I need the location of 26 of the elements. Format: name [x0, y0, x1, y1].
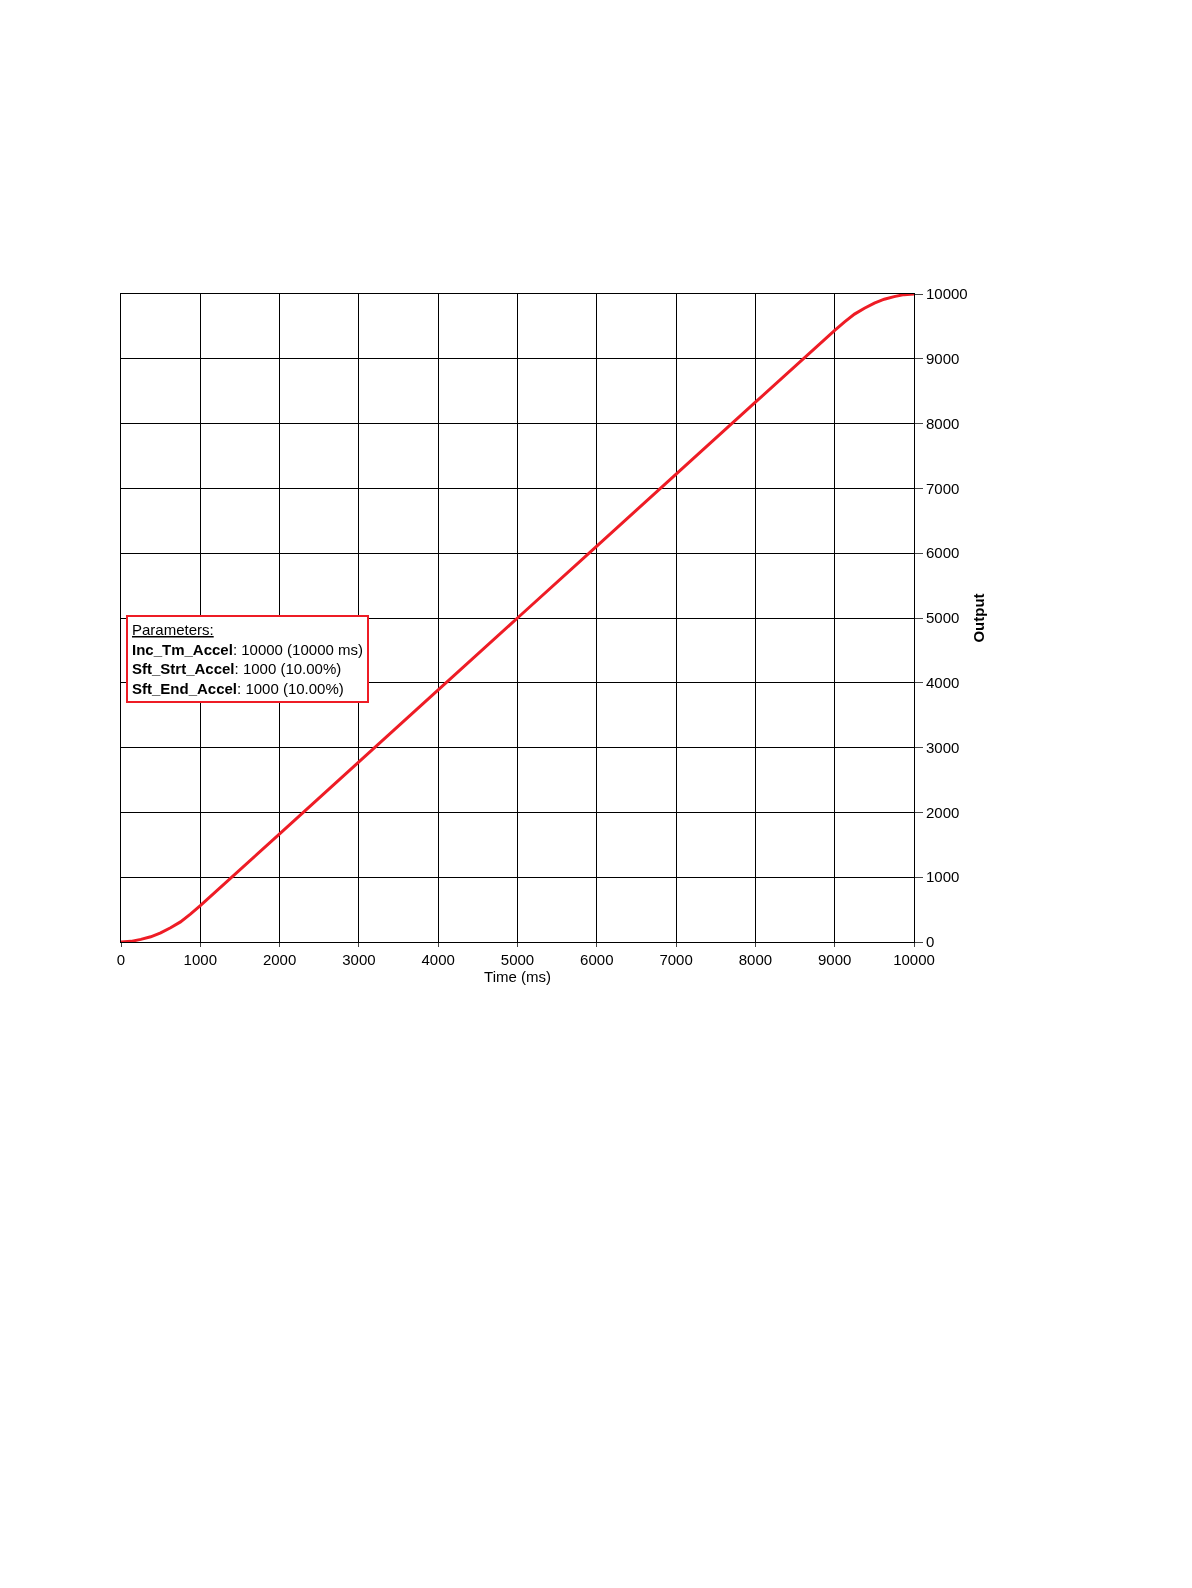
x-axis-title: Time (ms) — [484, 968, 551, 985]
x-tick-label: 6000 — [580, 951, 614, 968]
x-tick-label: 4000 — [421, 951, 455, 968]
x-tick-label: 5000 — [500, 951, 535, 968]
y-tick-label: 8000 — [926, 414, 960, 432]
y-tick-label: 6000 — [926, 544, 960, 562]
y-tick-label: 7000 — [926, 479, 960, 497]
x-tick-label: 8000 — [738, 951, 773, 968]
y-tick-label: 4000 — [926, 674, 960, 692]
y-tick-label: 0 — [926, 933, 935, 951]
y-axis-title: Output — [969, 593, 987, 643]
x-tick-label: 3000 — [342, 951, 376, 968]
x-tick-label: 2000 — [262, 951, 297, 968]
x-tick-label: 10000 — [893, 951, 935, 968]
x-tick-label: 0 — [116, 951, 126, 968]
y-tick-label: 2000 — [926, 803, 960, 821]
x-tick-label: 1000 — [183, 951, 217, 968]
y-tick-label: 9000 — [926, 350, 960, 368]
x-tick-label: 9000 — [818, 951, 852, 968]
line-series — [121, 294, 914, 942]
y-tick-label: 1000 — [926, 868, 960, 886]
x-tick-label: 7000 — [659, 951, 693, 968]
y-tick-label: 3000 — [926, 738, 960, 756]
y-tick-label: 5000 — [926, 609, 960, 627]
y-tick-label: 10000 — [926, 285, 968, 303]
annotation: Parameters: Inc_Tm_Accel: 10000 (10000 ms) Sft_Strt_Accel: 1000 (10.00%) Sft_End_Accel: 1000 (10.00%) — [132, 621, 363, 697]
